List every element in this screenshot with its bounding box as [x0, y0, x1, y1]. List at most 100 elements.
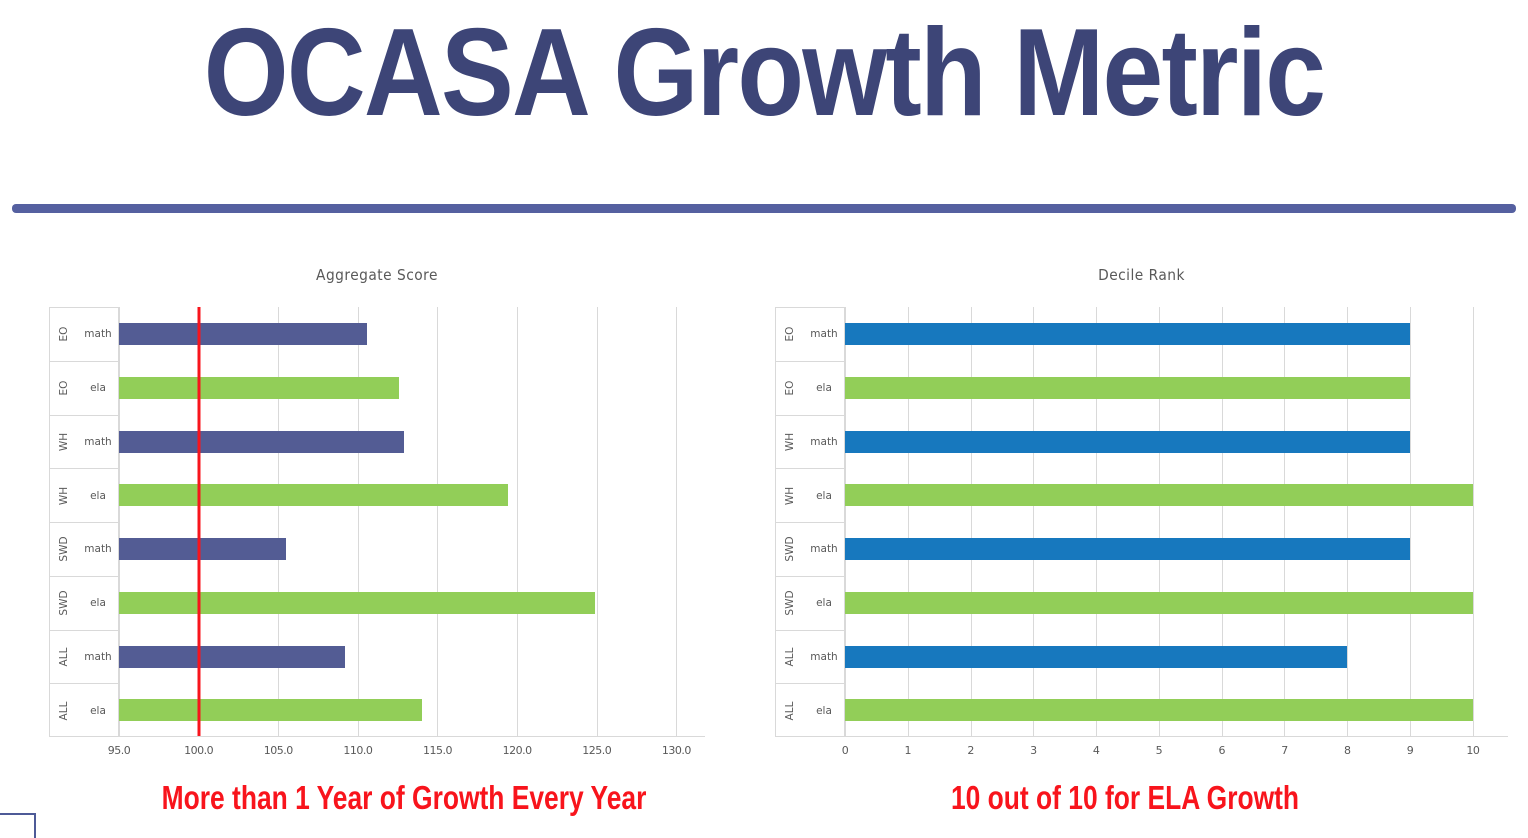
category-cell-swd-ela: SWD ela — [776, 577, 844, 631]
category-cell-wh-math: WH math — [776, 416, 844, 470]
decile-rank-chart: Decile Rank EO math EO ela WH math WH ela SWD mat… — [775, 258, 1508, 778]
axis-tick-label: 100.0 — [184, 744, 214, 757]
axis-tick-label: 4 — [1092, 744, 1100, 757]
title-divider-rule — [12, 204, 1516, 213]
chart-title-aggregate-score: Aggregate Score — [316, 266, 438, 284]
bar-all-ela — [119, 699, 422, 722]
bar-wh-ela — [119, 484, 508, 507]
group-label: SWD — [784, 536, 796, 562]
subject-label: ela — [816, 705, 832, 718]
category-cell-wh-math: WH math — [50, 416, 118, 470]
group-label: EO — [58, 326, 70, 342]
axis-tick-label: 7 — [1281, 744, 1288, 757]
gridline — [1472, 307, 1474, 736]
caption-right: 10 out of 10 for ELA Growth — [950, 779, 1300, 816]
category-cell-all-ela: ALL ela — [50, 684, 118, 738]
subject-label: ela — [816, 489, 832, 502]
axis-tick-label: 5 — [1155, 744, 1163, 757]
category-cell-wh-ela: WH ela — [50, 469, 118, 523]
category-cell-eo-math: EO math — [50, 308, 118, 362]
subject-label: math — [810, 650, 838, 663]
category-cell-swd-math: SWD math — [50, 523, 118, 577]
subject-label: math — [84, 543, 112, 556]
gridline — [1347, 307, 1349, 736]
gridline — [1221, 307, 1223, 736]
bar-eo-math — [845, 323, 1411, 345]
category-cell-wh-ela: WH ela — [776, 469, 844, 523]
subject-label: ela — [816, 597, 832, 610]
axis-tick-label: 3 — [1030, 744, 1037, 757]
subject-label: ela — [90, 489, 106, 502]
gridline — [437, 307, 439, 736]
category-cell-all-ela: ALL ela — [776, 684, 844, 738]
group-label: SWD — [58, 590, 70, 616]
axis-tick-label: 115.0 — [422, 744, 453, 757]
bar-wh-math — [845, 430, 1411, 453]
subject-label: ela — [90, 597, 106, 610]
subject-label: ela — [90, 705, 106, 718]
subject-label: ela — [816, 382, 832, 395]
axis-tick-label: 6 — [1218, 744, 1225, 757]
value-axis: 95.0 100.0 105.0 110.0 115.0 120.0 125.0 130.0 — [108, 744, 705, 760]
chart-plot-body: EO math EO ela WH math WH ela SWD math SWD ela ALL ma… — [775, 307, 1508, 737]
group-label: EO — [784, 380, 796, 396]
gridline — [1033, 307, 1035, 736]
axis-tick-label: 95.0 — [107, 744, 131, 757]
category-axis: EO math EO ela WH math WH ela SWD math SWD ela ALL ma… — [775, 307, 845, 737]
group-label: EO — [58, 380, 70, 396]
chart-title-decile-rank: Decile Rank — [1098, 266, 1185, 284]
subject-label: math — [84, 435, 112, 448]
axis-tick-label: 0 — [841, 744, 849, 757]
gridline — [1096, 307, 1098, 736]
subject-label: math — [810, 435, 838, 448]
axis-tick-label: 105.0 — [263, 744, 294, 757]
group-label: ALL — [784, 701, 796, 721]
gridline — [119, 307, 120, 736]
category-cell-all-math: ALL math — [776, 631, 844, 685]
bar-all-math — [119, 645, 346, 668]
bar-swd-math — [119, 538, 287, 560]
gridline — [845, 307, 846, 736]
axis-tick-label: 10 — [1466, 744, 1480, 757]
gridline — [198, 307, 200, 736]
gridline — [1158, 307, 1160, 736]
value-axis: 0 1 2 3 4 5 6 7 8 9 10 — [841, 744, 1508, 760]
category-cell-eo-ela: EO ela — [776, 362, 844, 416]
gridline — [517, 307, 519, 736]
category-axis: EO math EO ela WH math WH ela SWD math SWD ela ALL ma… — [49, 307, 119, 737]
axis-tick-label: 120.0 — [502, 744, 533, 757]
gridline — [357, 307, 359, 736]
subject-label: ela — [90, 382, 106, 395]
axis-tick-label: 2 — [967, 744, 974, 757]
axis-tick-label: 130.0 — [661, 744, 692, 757]
slide-title: OCASA Growth Metric — [203, 4, 1326, 142]
category-cell-swd-ela: SWD ela — [50, 577, 118, 631]
category-cell-swd-math: SWD math — [776, 523, 844, 577]
bar-swd-math — [845, 538, 1411, 560]
group-label: SWD — [784, 590, 796, 616]
bar-eo-ela — [845, 376, 1411, 399]
group-label: WH — [784, 486, 796, 505]
gridline — [278, 307, 280, 736]
gridline — [1284, 307, 1286, 736]
plot-area — [845, 307, 1508, 737]
corner-decoration — [0, 813, 36, 838]
bar-eo-math — [119, 323, 368, 345]
gridline — [596, 307, 598, 736]
bar-all-ela — [845, 699, 1473, 722]
gridline — [907, 307, 909, 736]
group-label: ALL — [784, 647, 796, 667]
gridline — [676, 307, 678, 736]
subject-label: math — [810, 543, 838, 556]
bar-eo-ela — [119, 376, 400, 399]
gridline — [1410, 307, 1412, 736]
axis-tick-label: 125.0 — [582, 744, 612, 757]
category-cell-eo-math: EO math — [776, 308, 844, 362]
axis-tick-label: 8 — [1344, 744, 1351, 757]
group-label: EO — [784, 326, 796, 342]
axis-tick-label: 110.0 — [343, 744, 373, 757]
bar-swd-ela — [845, 591, 1473, 614]
group-label: ALL — [58, 647, 70, 667]
subject-label: math — [84, 650, 112, 663]
